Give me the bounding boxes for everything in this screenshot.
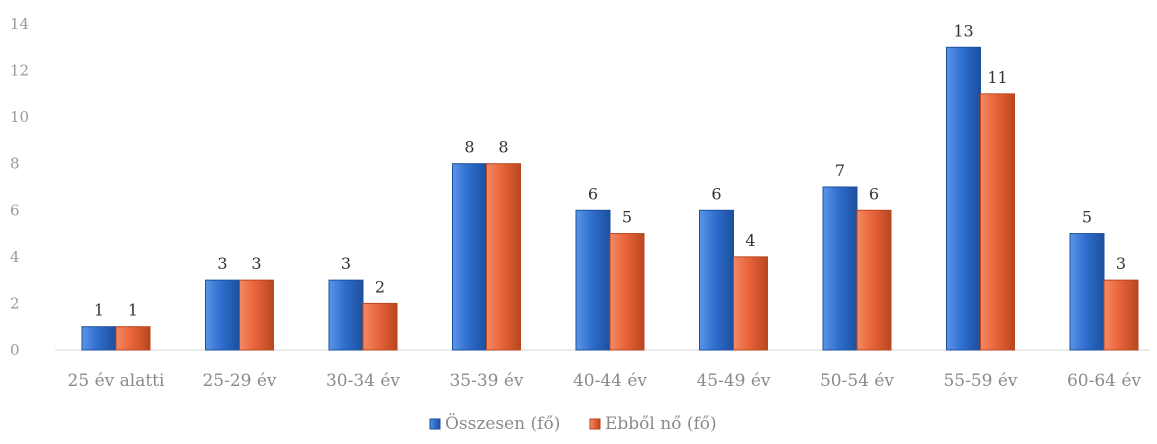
- bar-osszesen: [699, 209, 734, 351]
- legend-label: Összesen (fő): [445, 413, 560, 434]
- y-tick-label: 0: [10, 341, 20, 359]
- legend-swatch: [589, 418, 601, 430]
- bar-ebbol-no: [609, 233, 645, 351]
- bar-osszesen: [822, 186, 858, 351]
- data-label: 6: [588, 184, 598, 203]
- bar-osszesen: [81, 326, 117, 351]
- legend: Összesen (fő) Ebből nő (fő): [429, 413, 717, 434]
- data-label: 13: [953, 21, 973, 40]
- x-category-label: 25-29 év: [202, 371, 276, 391]
- y-tick-label: 12: [10, 62, 29, 80]
- data-label: 7: [835, 161, 845, 180]
- bar-osszesen: [205, 279, 240, 351]
- bar-osszesen: [575, 209, 611, 351]
- data-label: 4: [745, 231, 755, 250]
- data-label: 2: [375, 277, 385, 296]
- bar-ebbol-no: [733, 256, 768, 351]
- y-tick-label: 14: [10, 15, 29, 33]
- y-tick-label: 6: [10, 201, 20, 219]
- x-category-label: 40-44 év: [573, 371, 647, 391]
- bar-ebbol-no: [239, 279, 274, 351]
- data-label: 11: [987, 68, 1007, 87]
- x-category-label: 45-49 év: [696, 371, 770, 391]
- x-category-label: 50-54 év: [820, 371, 894, 391]
- data-label: 3: [341, 254, 351, 273]
- data-label: 6: [869, 184, 879, 203]
- x-category-label: 35-39 év: [449, 371, 523, 391]
- bar-ebbol-no: [115, 326, 151, 351]
- x-category-label: 60-64 év: [1067, 371, 1141, 391]
- x-category-label: 30-34 év: [326, 371, 400, 391]
- bar-ebbol-no: [1103, 279, 1139, 351]
- y-tick-label: 2: [10, 294, 20, 312]
- y-tick-label: 10: [10, 108, 29, 126]
- x-category-label: 55-59 év: [943, 371, 1017, 391]
- data-label: 3: [217, 254, 227, 273]
- bar-ebbol-no: [980, 93, 1015, 351]
- x-axis: 25 év alatti 25-29 év 30-34 év 35-39 év 40-4…: [68, 371, 1142, 391]
- data-label: 3: [251, 254, 261, 273]
- y-tick-label: 8: [10, 155, 20, 173]
- data-label: 8: [498, 138, 508, 157]
- data-label: 6: [711, 184, 721, 203]
- bar-osszesen: [946, 46, 981, 351]
- bar-osszesen: [328, 279, 364, 351]
- bar-ebbol-no: [362, 302, 398, 351]
- y-tick-label: 4: [10, 248, 20, 266]
- data-label: 3: [1116, 254, 1126, 273]
- data-label: 1: [94, 301, 104, 320]
- data-label: 1: [128, 301, 138, 320]
- bar-osszesen: [452, 163, 487, 351]
- data-label: 8: [464, 138, 474, 157]
- bar-ebbol-no: [486, 163, 521, 351]
- x-category-label: 25 év alatti: [68, 371, 165, 391]
- bar-ebbol-no: [856, 209, 892, 351]
- bar-osszesen: [1069, 233, 1105, 351]
- data-label: 5: [1082, 208, 1092, 227]
- data-label: 5: [622, 208, 632, 227]
- legend-label: Ebből nő (fő): [605, 414, 717, 434]
- legend-swatch: [429, 418, 441, 430]
